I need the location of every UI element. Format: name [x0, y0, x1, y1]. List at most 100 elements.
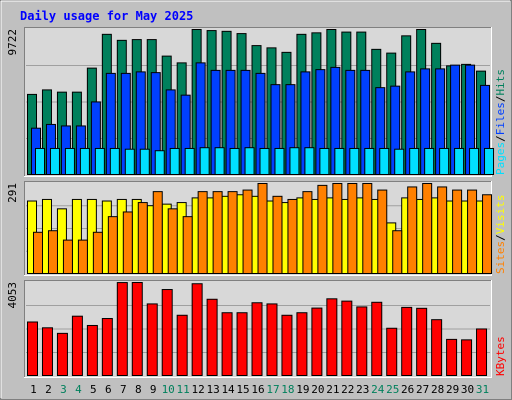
bar-sites-day-5	[92, 231, 103, 275]
bar-pages-day-16	[259, 147, 270, 175]
panel-visits-sites: 291 Sites/Visits	[6, 181, 507, 276]
legend-separator: /	[494, 135, 507, 142]
bar-kbytes-day-24	[371, 301, 383, 376]
bar-pages-day-20	[319, 147, 330, 175]
bar-sites-day-31	[482, 194, 493, 275]
day-label-10: 10	[162, 383, 175, 396]
bar-pages-day-19	[304, 147, 315, 175]
bar-visits-day-4	[71, 198, 82, 274]
bar-sites-day-1	[33, 231, 43, 275]
bar-sites-day-6	[107, 216, 118, 274]
bar-pages-day-13	[214, 147, 225, 175]
bar-kbytes-day-28	[431, 319, 443, 376]
day-label-21: 21	[326, 383, 339, 396]
bar-pages-day-1	[35, 147, 45, 175]
bar-pages-day-28	[439, 147, 450, 175]
day-label-11: 11	[177, 383, 190, 396]
ymax-label-hits-files-pages: 9722	[6, 29, 19, 56]
legend-item-files: Files	[494, 102, 507, 135]
day-label-5: 5	[90, 383, 97, 396]
bar-pages-day-29	[454, 147, 465, 175]
bar-kbytes-day-25	[386, 327, 398, 376]
bar-kbytes-day-29	[446, 338, 458, 377]
bar-kbytes-day-10	[161, 289, 173, 376]
day-label-22: 22	[341, 383, 354, 396]
bar-kbytes-day-9	[146, 303, 158, 376]
day-label-9: 9	[150, 383, 157, 396]
bar-pages-day-27	[424, 147, 435, 175]
day-label-15: 15	[236, 383, 249, 396]
bar-sites-day-2	[47, 230, 58, 274]
bar-kbytes-day-1	[27, 321, 38, 376]
bar-sites-day-3	[62, 239, 73, 275]
bar-sites-day-21	[332, 183, 343, 274]
bar-sites-day-25	[392, 230, 403, 274]
day-label-20: 20	[311, 383, 324, 396]
bar-sites-day-27	[422, 183, 433, 274]
bar-pages-day-17	[274, 147, 285, 175]
day-label-7: 7	[120, 383, 127, 396]
bar-kbytes-day-22	[341, 300, 353, 377]
day-label-18: 18	[281, 383, 294, 396]
bar-pages-day-12	[199, 147, 210, 175]
legend-item-sites: Sites	[494, 241, 507, 274]
day-labels: 1 2 3 4 5 6 7 8 9 10 11 12 13 14 15 16 17 18 19 20 21 22 23 24 2…	[30, 383, 489, 396]
bar-pages-day-10	[169, 147, 180, 175]
bar-sites-day-14	[227, 191, 238, 274]
bar-sites-day-10	[167, 208, 178, 274]
day-label-28: 28	[431, 383, 444, 396]
bar-sites-day-24	[377, 189, 388, 275]
day-label-27: 27	[416, 383, 429, 396]
bar-pages-day-6	[109, 147, 120, 175]
day-label-2: 2	[45, 383, 52, 396]
bar-pages-day-30	[469, 147, 480, 175]
bar-kbytes-day-8	[131, 282, 143, 376]
day-label-14: 14	[221, 383, 235, 396]
bar-sites-day-4	[77, 239, 88, 275]
bar-pages-day-22	[349, 147, 360, 175]
series-kbytes	[27, 282, 488, 377]
bar-pages-day-4	[79, 147, 90, 175]
day-label-24: 24	[371, 383, 385, 396]
bar-sites-day-13	[212, 191, 223, 274]
bar-sites-day-28	[437, 186, 448, 274]
bar-sites-day-29	[452, 189, 463, 275]
bar-pages-day-7	[124, 148, 135, 176]
bar-pages-day-8	[139, 148, 150, 176]
bar-pages-day-11	[184, 147, 195, 175]
legend-item-pages: Pages	[494, 142, 507, 175]
bar-kbytes-day-3	[56, 332, 68, 376]
bar-kbytes-day-12	[191, 283, 203, 377]
bar-sites-day-8	[137, 202, 148, 275]
bar-kbytes-day-17	[266, 303, 278, 376]
day-label-25: 25	[386, 383, 399, 396]
bar-sites-day-15	[242, 189, 253, 275]
bar-pages-day-18	[289, 147, 300, 175]
bar-pages-day-21	[334, 147, 345, 175]
panel-kbytes: 4053 KBytes	[6, 280, 507, 378]
bar-kbytes-day-14	[221, 312, 233, 377]
bar-pages-day-9	[154, 150, 165, 175]
bar-pages-day-5	[94, 147, 105, 175]
bar-kbytes-day-18	[281, 314, 293, 376]
bar-pages-day-3	[64, 147, 75, 175]
bar-sites-day-11	[182, 216, 193, 274]
day-label-23: 23	[356, 383, 369, 396]
bar-kbytes-day-11	[176, 314, 188, 376]
series-pages	[35, 147, 495, 176]
day-label-29: 29	[446, 383, 459, 396]
legend-item-visits: Visits	[494, 195, 507, 235]
day-label-17: 17	[266, 383, 279, 396]
series-sites	[33, 183, 493, 275]
bar-kbytes-day-5	[86, 324, 98, 377]
bar-pages-day-25	[394, 148, 405, 176]
day-label-6: 6	[105, 383, 112, 396]
legend-separator: /	[494, 234, 507, 241]
bar-sites-day-23	[362, 183, 373, 274]
bar-kbytes-day-27	[416, 307, 428, 377]
legend-item-hits: Hits	[494, 69, 507, 96]
bar-pages-day-14	[229, 147, 240, 175]
legend-item-kbytes: KBytes	[494, 336, 507, 376]
